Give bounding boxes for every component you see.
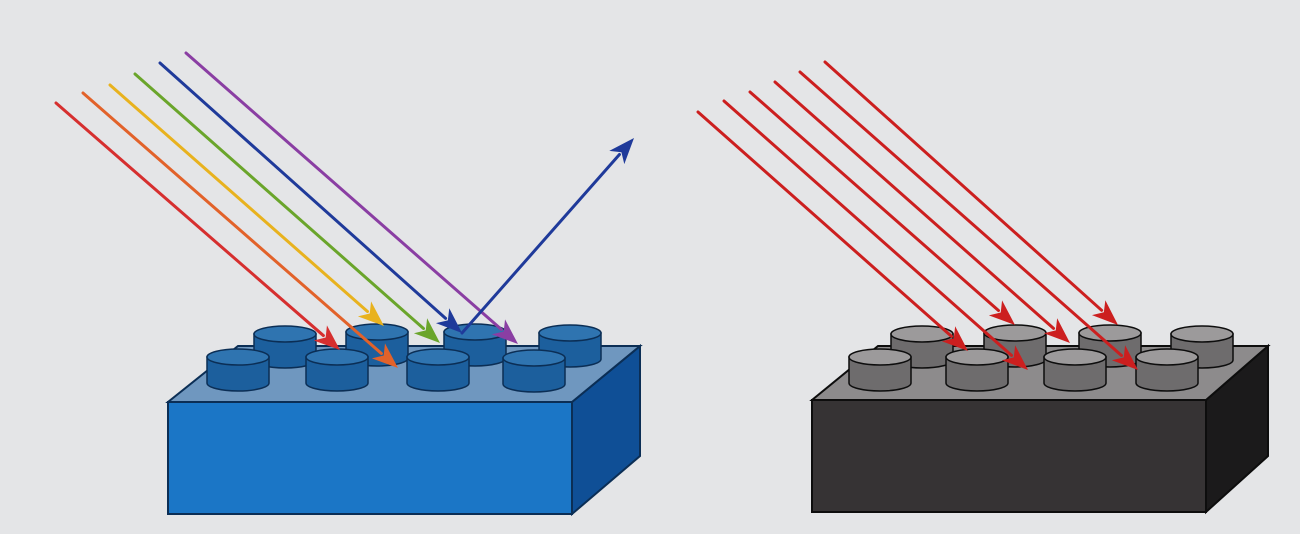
blue-incoming-ray-5-shaft	[158, 61, 448, 320]
blue-brick-stud	[305, 348, 369, 392]
blue-brick-stud	[406, 348, 470, 392]
blue-reflected-ray-head	[609, 138, 634, 165]
black-brick-stud-side	[848, 356, 912, 392]
blue-incoming-ray-3-shaft	[108, 83, 369, 313]
black-incoming-ray-3-shaft	[748, 90, 1000, 312]
blue-brick-stud-side	[406, 356, 470, 392]
black-incoming-ray-2	[722, 99, 1028, 370]
black-incoming-ray-5	[798, 70, 1138, 370]
black-incoming-ray-5-head	[1111, 345, 1138, 370]
black-brick-stud-side	[1135, 356, 1199, 392]
black-incoming-ray-2-head	[1001, 345, 1028, 370]
blue-brick-stud-side	[206, 356, 270, 392]
blue-brick-front-face	[167, 401, 573, 515]
black-incoming-ray-1	[696, 110, 968, 351]
blue-brick-stud-top	[206, 348, 270, 366]
blue-brick-stud-side	[502, 357, 566, 393]
black-brick-stud-top	[1135, 348, 1199, 366]
blue-brick-stud-top	[305, 348, 369, 366]
black-incoming-ray-3	[748, 90, 1015, 325]
blue-incoming-ray-4	[133, 72, 440, 343]
blue-brick-stud-top	[253, 325, 317, 343]
black-incoming-ray-6-head	[1091, 300, 1118, 325]
blue-incoming-ray-5	[158, 61, 462, 333]
black-brick-stud-top	[1078, 324, 1142, 342]
blue-incoming-ray-5-head	[435, 308, 462, 333]
black-brick-stud-top	[945, 348, 1009, 366]
black-brick-stud-top	[848, 348, 912, 366]
blue-brick-stud-side	[305, 356, 369, 392]
blue-reflected-ray	[460, 138, 634, 335]
black-brick-stud-top	[1170, 325, 1234, 343]
blue-brick-stud	[206, 348, 270, 392]
black-incoming-ray-4	[773, 80, 1070, 343]
black-brick-stud	[1135, 348, 1199, 392]
black-incoming-ray-2-shaft	[722, 99, 1014, 357]
blue-incoming-ray-6-shaft	[184, 51, 503, 331]
blue-incoming-ray-6-head	[491, 319, 518, 344]
blue-incoming-ray-4-head	[413, 318, 440, 343]
blue-brick-group	[54, 51, 643, 517]
blue-reflected-ray-shaft	[460, 152, 621, 335]
blue-incoming-ray-4-shaft	[133, 72, 426, 330]
blue-incoming-ray-2-shaft	[81, 91, 383, 356]
black-brick-stud-top	[1043, 348, 1107, 366]
black-incoming-ray-4-head	[1043, 318, 1070, 343]
black-incoming-ray-6-shaft	[823, 60, 1104, 312]
black-incoming-ray-1-head	[941, 326, 968, 351]
black-brick-stud	[848, 348, 912, 392]
blue-incoming-ray-1-head	[313, 325, 340, 350]
blue-incoming-ray-6	[184, 51, 518, 344]
blue-brick-stud-top	[502, 349, 566, 367]
black-brick-stud	[945, 348, 1009, 392]
black-brick-front-face	[811, 399, 1207, 513]
blue-brick-stud	[502, 349, 566, 393]
blue-incoming-ray-3-head	[357, 301, 384, 326]
black-incoming-ray-4-shaft	[773, 80, 1056, 330]
black-incoming-ray-6	[823, 60, 1118, 325]
blue-incoming-ray-3	[108, 83, 384, 326]
black-incoming-ray-1-shaft	[696, 110, 954, 338]
blue-brick-stud-top	[406, 348, 470, 366]
blue-incoming-ray-2	[81, 91, 398, 368]
blue-incoming-ray-1-shaft	[54, 101, 325, 338]
black-brick-stud-side	[1043, 356, 1107, 392]
black-brick-stud	[1043, 348, 1107, 392]
black-brick-group	[696, 60, 1271, 515]
black-brick-stud-side	[945, 356, 1009, 392]
blue-brick-stud-top	[538, 324, 602, 342]
black-incoming-ray-5-shaft	[798, 70, 1123, 357]
black-incoming-ray-3-head	[988, 300, 1015, 325]
black-brick-stud-top	[890, 325, 954, 343]
blue-incoming-ray-2-head	[371, 343, 398, 368]
blue-incoming-ray-1	[54, 101, 340, 350]
